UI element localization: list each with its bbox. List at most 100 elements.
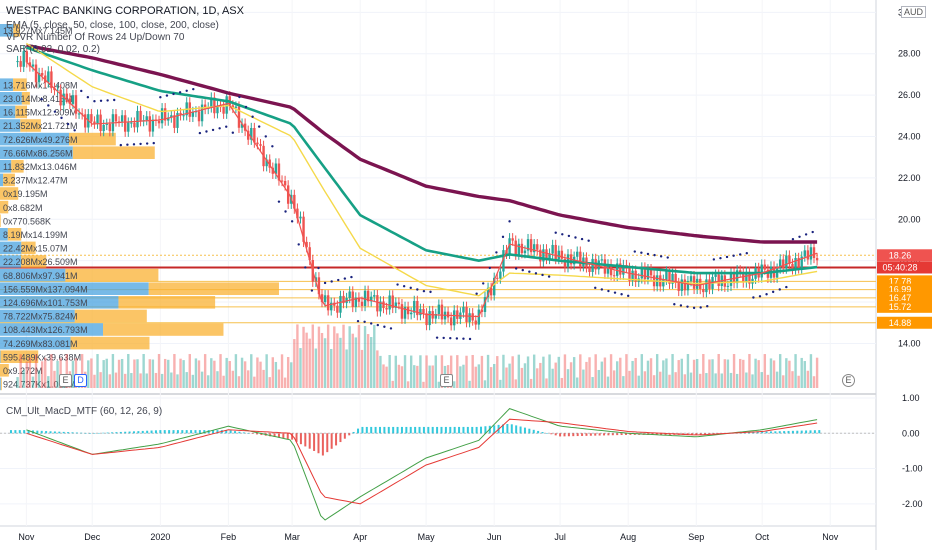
sar-dot <box>528 270 531 273</box>
macd-histogram-bar <box>308 433 311 449</box>
candle-body <box>231 105 235 108</box>
vp-up-bar <box>0 24 14 37</box>
sar-dot <box>745 252 749 255</box>
candle-body <box>388 295 391 310</box>
candle-body <box>800 256 803 269</box>
volume-bar <box>785 358 788 388</box>
vp-down-bar <box>148 282 279 295</box>
sar-dot <box>159 95 162 99</box>
candle-body <box>136 110 139 128</box>
vp-row-label: 11.832Mx13.046M <box>3 162 77 172</box>
price-tick-label: 22.00 <box>898 173 921 183</box>
volume-bar <box>705 373 708 388</box>
candle-body <box>511 238 514 241</box>
volume-bar <box>326 324 330 388</box>
candle-body <box>283 180 287 186</box>
volume-bar <box>483 380 487 388</box>
volume-bar <box>699 373 702 388</box>
earnings-e-icon[interactable]: E <box>440 374 453 387</box>
candle-body <box>373 295 376 297</box>
macd-histogram-bar <box>53 431 56 434</box>
macd-histogram-bar <box>97 432 100 434</box>
volume-bar <box>99 372 102 388</box>
volume-bar <box>59 357 62 388</box>
candle-body <box>480 309 484 312</box>
volume-bar <box>637 375 640 388</box>
macd-pane-label[interactable]: CM_Ult_MacD_MTF (60, 12, 26, 9) <box>6 406 163 417</box>
earnings-e-icon[interactable]: E <box>842 374 855 387</box>
volume-bar <box>628 370 631 388</box>
volume-bar <box>256 357 259 388</box>
macd-histogram-bar <box>203 430 206 434</box>
vp-down-bar <box>11 160 24 173</box>
sar-dot <box>172 92 175 96</box>
candle-body <box>274 163 278 174</box>
sar-dot <box>791 237 795 241</box>
volume-bar <box>31 376 35 388</box>
candle-body <box>514 240 517 255</box>
indicator-vpvr-label[interactable]: VPVR Number Of Rows 24 Up/Down 70 <box>6 32 185 43</box>
vp-down-bar <box>74 309 147 323</box>
vp-row-label: 13.927Mx7.145M <box>3 26 73 36</box>
sar-dot <box>541 273 544 277</box>
volume-bar <box>551 368 554 388</box>
sar-dot <box>659 255 663 258</box>
volume-bar <box>167 359 170 388</box>
vp-down-bar <box>0 200 9 214</box>
candle-body <box>532 244 536 253</box>
macd-histogram-bar <box>523 427 526 434</box>
dividend-d-icon[interactable]: D <box>74 374 87 387</box>
vp-row-label: 76.66Mx86.256M <box>3 148 73 158</box>
candle-body <box>606 264 610 274</box>
sar-dot <box>277 200 281 203</box>
sar-dot <box>290 220 294 223</box>
sar-dot <box>514 267 518 270</box>
volume-bar <box>766 374 770 388</box>
volume-bar <box>462 364 465 388</box>
candle-body <box>671 273 674 284</box>
candle-body <box>425 313 428 326</box>
volume-bar <box>90 358 93 388</box>
volume-bar <box>526 356 530 388</box>
candle-body <box>612 275 616 277</box>
volume-bar <box>376 350 379 388</box>
macd-histogram-bar <box>462 426 465 434</box>
vp-up-bar <box>0 173 4 187</box>
candle-body <box>151 119 155 132</box>
sar-dot <box>488 266 492 270</box>
indicator-ema-label[interactable]: EMA (5, close, 50, close, 100, close, 20… <box>6 20 219 31</box>
sar-dot <box>284 210 287 213</box>
candle-body <box>200 104 204 122</box>
vp-down-bar <box>21 255 47 268</box>
volume-bar <box>554 362 557 388</box>
volume-bar <box>191 374 195 388</box>
candle-body <box>222 106 225 114</box>
volume-bar <box>612 370 616 388</box>
sar-dot <box>771 290 775 294</box>
candle-body <box>413 300 416 313</box>
earnings-e-icon[interactable]: E <box>59 374 72 387</box>
volume-bar <box>182 360 185 388</box>
macd-histogram-bar <box>181 430 184 434</box>
macd-pane <box>0 408 876 521</box>
volume-bar <box>671 354 674 388</box>
indicator-sar-label[interactable]: SAR (0.02, 0.02, 0.2) <box>6 44 100 55</box>
sar-dot <box>758 295 762 298</box>
sar-dot <box>304 266 307 269</box>
price-label-bg <box>877 300 932 313</box>
vp-down-bar <box>0 364 9 377</box>
currency-badge[interactable]: AUD <box>900 6 926 18</box>
volume-bar <box>53 370 56 388</box>
vp-up-bar <box>0 336 71 350</box>
candle-body <box>339 295 342 313</box>
volume-bar <box>228 361 231 388</box>
macd-histogram-bar <box>436 426 439 434</box>
volume-bar <box>188 354 191 388</box>
candle-body <box>123 115 127 132</box>
macd-histogram-bar <box>128 431 131 434</box>
macd-histogram-bar <box>532 429 535 434</box>
volume-bar <box>333 326 336 388</box>
vp-row-label: 3.237Mx12.47M <box>3 176 68 186</box>
time-tick-label: Nov <box>18 532 35 542</box>
